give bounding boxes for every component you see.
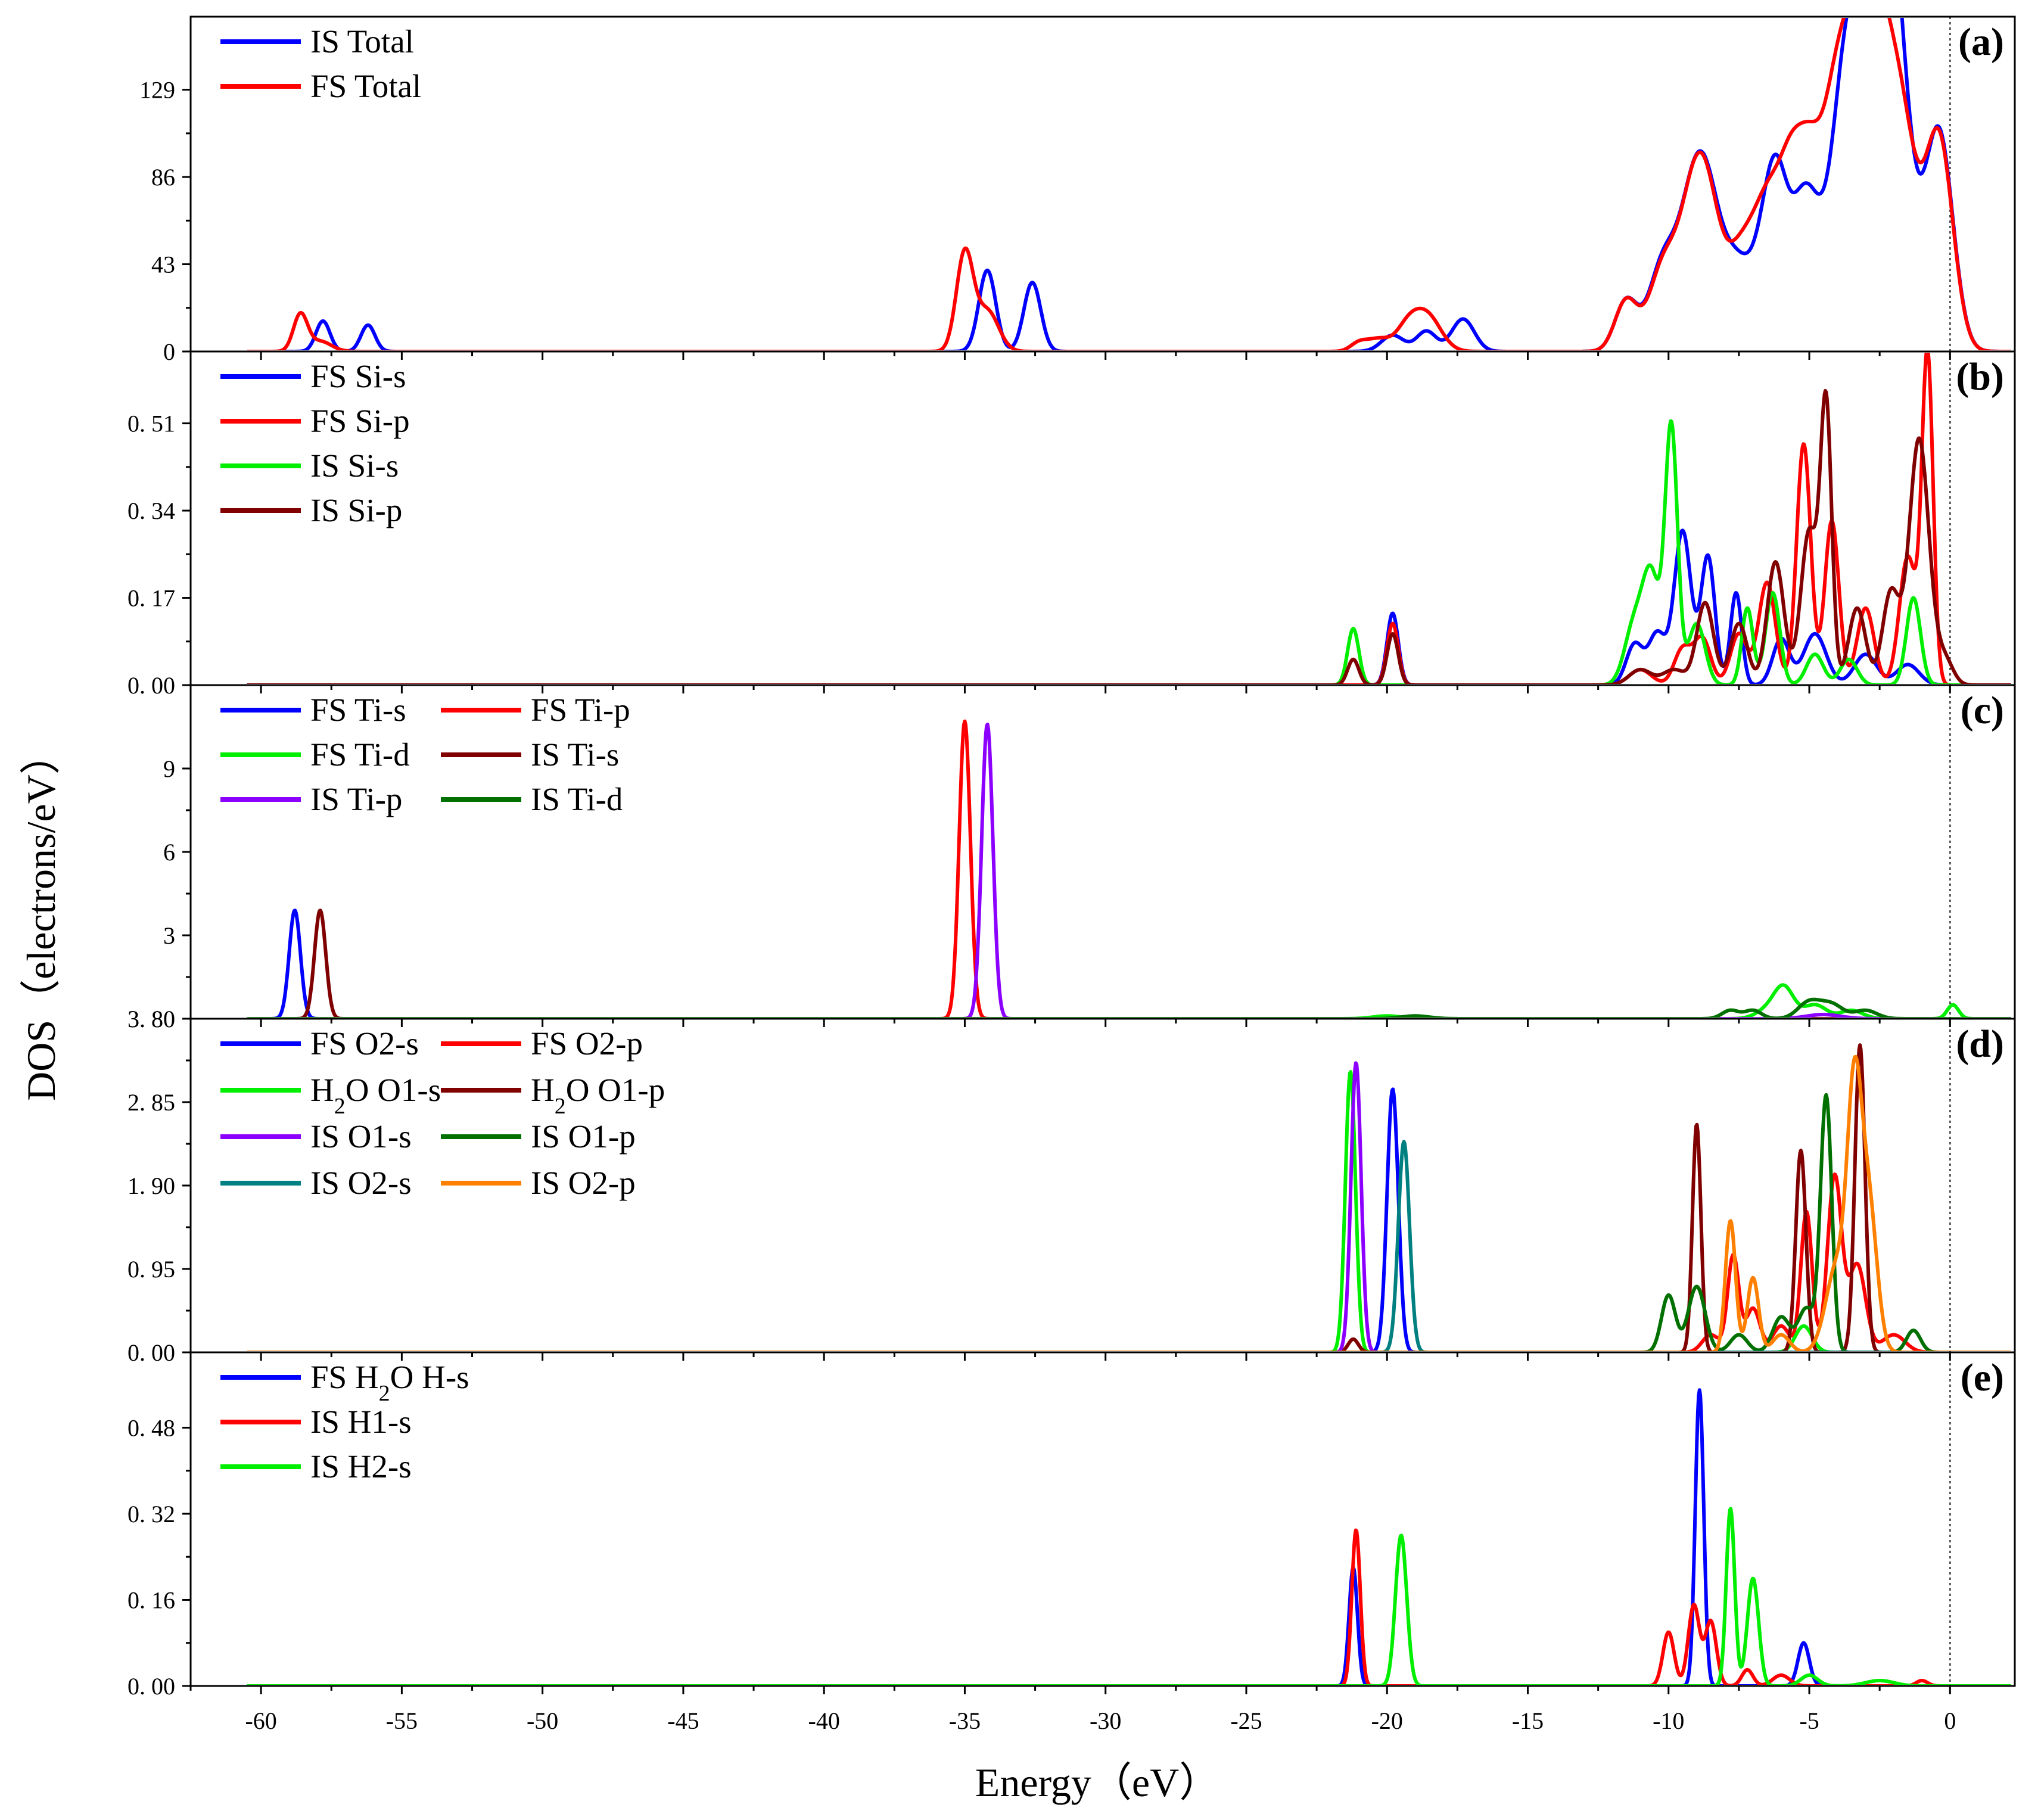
legend-label-d: IS O2-p — [531, 1165, 636, 1201]
series-line-is-si-s — [246, 419, 2012, 684]
y-tick-label-c: 3 — [163, 922, 175, 949]
y-tick-label-a: 129 — [139, 77, 175, 104]
panel-a: 0 43 86 129 IS Total FS Total (a) — [139, 15, 2016, 365]
x-tick-label: -20 — [1371, 1707, 1403, 1734]
x-tick-label: -10 — [1653, 1707, 1684, 1734]
series-line-is-h1-s — [246, 1528, 2012, 1685]
panel-e: 0. 000. 160. 320. 48-60 -55 -50 -45 -40 -35 -3… — [127, 1351, 2016, 1734]
y-tick-label-d: 0. 00 — [127, 1339, 175, 1366]
y-tick-label-b: 0. 51 — [127, 410, 175, 437]
y-tick-label-d: 1. 90 — [127, 1172, 175, 1199]
panel-label-a: (a) — [1958, 20, 2004, 64]
series-line-is-si-p — [246, 388, 2012, 684]
legend-label-b: FS Si-s — [310, 358, 406, 394]
legend-label-c: FS Ti-s — [310, 692, 406, 728]
y-tick-label-b: 0. 17 — [127, 585, 175, 612]
x-tick-label: -60 — [245, 1707, 276, 1734]
y-tick-label-e: 0. 32 — [127, 1501, 175, 1527]
legend-label-e: IS H1-s — [310, 1404, 412, 1440]
x-tick-label: -30 — [1090, 1707, 1121, 1734]
y-tick-label-d: 3. 80 — [127, 1006, 175, 1032]
panel-b: 0. 00 0. 17 0. 34 0. 51 FS Si-s FS Si-p IS Si-… — [127, 350, 2016, 699]
legend-label-a: FS Total — [310, 68, 421, 104]
legend-label-c: IS Ti-d — [531, 781, 623, 817]
series-line-is-ti-d — [246, 997, 2012, 1018]
series-line-fs-o2-p — [246, 1172, 2012, 1351]
legend-label-c: FS Ti-p — [531, 692, 630, 728]
x-tick-label: -40 — [808, 1707, 840, 1734]
legend-label-d: IS O2-s — [310, 1165, 412, 1201]
x-tick-label: -15 — [1512, 1707, 1544, 1734]
legend-label-d: IS O1-p — [531, 1118, 636, 1155]
legend-label-b: IS Si-s — [310, 447, 399, 484]
y-tick-label-b: 0. 00 — [127, 672, 175, 699]
legend-label-b: FS Si-p — [310, 403, 410, 439]
x-tick-label: -45 — [667, 1707, 699, 1734]
legend-label-e: IS H2-s — [310, 1448, 412, 1485]
series-line-fs-si-s — [246, 528, 2012, 684]
y-tick-label-d: 0. 95 — [127, 1256, 175, 1283]
legend-label-d: FS O2-p — [531, 1025, 643, 1062]
y-tick-label-a: 0 — [163, 338, 175, 365]
panel-label-d: (d) — [1956, 1022, 2004, 1066]
x-tick-label: 0 — [1944, 1707, 1956, 1734]
panel-label-e: (e) — [1961, 1356, 2004, 1399]
y-tick-label-d: 2. 85 — [127, 1089, 175, 1116]
legend-label-c: FS Ti-d — [310, 736, 410, 773]
legend-label-c: IS Ti-p — [310, 781, 402, 817]
x-tick-label: -25 — [1230, 1707, 1262, 1734]
legend-label-b: IS Si-p — [310, 492, 402, 528]
x-tick-label: -50 — [527, 1707, 558, 1734]
panel-e-frame — [189, 1351, 2016, 1687]
y-tick-label-b: 0. 34 — [127, 497, 175, 524]
series-line-is-o2-p — [246, 1054, 2012, 1351]
y-tick-label-c: 3. 80 — [127, 1006, 175, 1032]
series-line-fs-si-p — [246, 353, 2012, 684]
legend-label-d: IS O1-s — [310, 1118, 412, 1155]
legend-label-a: IS Total — [310, 23, 414, 60]
panel-label-c: (c) — [1961, 689, 2004, 732]
y-axis-title: DOS（electrons/eV） — [18, 734, 64, 1101]
legend-label-d: FS O2-s — [310, 1025, 419, 1062]
y-tick-label-e: 0. 16 — [127, 1586, 175, 1613]
y-tick-label-a: 43 — [151, 251, 175, 278]
panel-c: 3. 80 3 6 9 FS Ti-s FS Ti-p FS Ti-d IS Ti-s IS T… — [127, 684, 2016, 1032]
x-axis-title: Energy（eV） — [975, 1760, 1219, 1805]
y-tick-label-e: 0. 00 — [127, 1673, 175, 1700]
y-tick-label-c: 6 — [163, 839, 175, 866]
series-line-fs-total — [246, 18, 2012, 350]
legend-label-c: IS Ti-s — [531, 736, 619, 773]
y-tick-label-c: 9 — [163, 755, 175, 782]
y-tick-label-a: 86 — [151, 164, 175, 191]
panel-label-b: (b) — [1956, 355, 2004, 399]
x-tick-label: -55 — [386, 1707, 418, 1734]
x-tick-label: -35 — [949, 1707, 981, 1734]
series-line-is-h2-s — [246, 1507, 2012, 1685]
x-tick-label: -5 — [1799, 1707, 1819, 1734]
y-tick-label-e: 0. 48 — [127, 1414, 175, 1441]
